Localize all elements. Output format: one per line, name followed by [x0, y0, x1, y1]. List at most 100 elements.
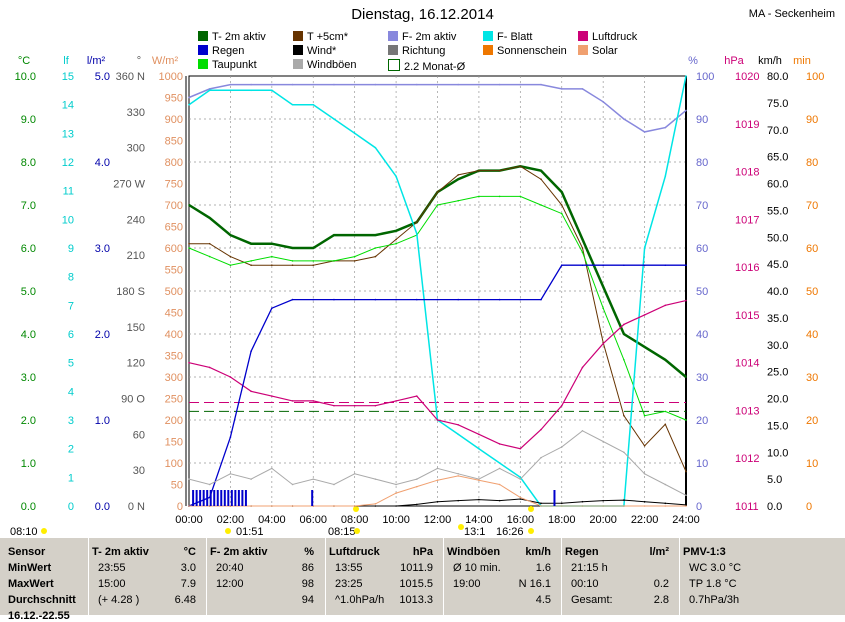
y-tick-label: 20 — [806, 415, 818, 427]
y-tick-label: 100 — [806, 71, 824, 83]
y-tick-label: 450 — [165, 308, 183, 320]
data-point — [498, 462, 501, 464]
y-tick-label: 3.0 — [21, 372, 36, 384]
y-tick-label: 30 — [806, 372, 818, 384]
data-point — [250, 264, 252, 267]
data-point — [333, 404, 335, 407]
data-point — [250, 390, 252, 393]
x-tick-label: 24:00 — [672, 514, 700, 526]
data-point — [436, 204, 439, 206]
data-point — [685, 75, 687, 77]
y-tick-label: 2 — [68, 444, 74, 456]
data-point — [395, 242, 397, 245]
y-tick-label: 7 — [68, 300, 74, 312]
data-point — [271, 255, 273, 258]
stats-column-head: F- 2m aktiv — [210, 546, 268, 558]
marker-label: 16:26 — [496, 526, 524, 538]
y-tick-label: 750 — [165, 179, 183, 191]
rain-bar — [195, 490, 198, 506]
stats-column-unit: km/h — [525, 546, 551, 558]
axis-unit-label: % — [688, 55, 698, 67]
legend-item: Richtung — [388, 45, 445, 57]
y-tick-label: 100 — [696, 71, 714, 83]
legend-swatch — [198, 59, 208, 69]
stats-cell-value: 2.8 — [653, 594, 669, 606]
data-point — [208, 88, 211, 90]
stats-column-divider — [443, 538, 444, 615]
y-tick-label: 9.0 — [21, 114, 36, 126]
data-point — [415, 232, 418, 235]
data-point — [602, 264, 604, 267]
data-point — [229, 83, 232, 86]
marker-label: 08:15 — [328, 526, 356, 538]
y-tick-label: 210 — [127, 250, 145, 262]
data-point — [685, 494, 687, 497]
data-point — [540, 204, 542, 206]
data-point — [374, 505, 377, 507]
y-tick-label: 850 — [165, 136, 183, 148]
sun-marker — [353, 506, 359, 512]
data-point — [353, 404, 356, 407]
data-point — [602, 499, 604, 502]
data-point — [623, 451, 625, 454]
y-tick-label: 60.0 — [767, 179, 788, 191]
stats-column-unit: l/m² — [649, 546, 669, 558]
y-tick-label: 3.0 — [95, 243, 110, 255]
data-point — [374, 503, 377, 505]
data-point — [312, 478, 315, 480]
data-point — [478, 433, 480, 436]
y-tick-label: 1.0 — [21, 458, 36, 470]
data-point — [229, 472, 232, 475]
data-point — [519, 478, 522, 480]
data-point — [478, 479, 480, 482]
data-point — [436, 479, 439, 482]
data-point — [498, 467, 501, 470]
y-tick-label: 6 — [68, 329, 74, 341]
data-point — [643, 314, 646, 316]
data-point — [581, 88, 584, 90]
data-point — [664, 423, 667, 426]
y-tick-label: 5 — [68, 358, 74, 370]
y-tick-label: 90 — [696, 114, 708, 126]
y-tick-label: 4 — [68, 386, 74, 398]
data-point — [312, 83, 315, 86]
data-point — [229, 436, 232, 439]
y-tick-label: 75.0 — [767, 98, 788, 110]
legend-item: Sonnenschein — [483, 45, 567, 57]
data-point — [436, 500, 439, 503]
y-tick-label: 950 — [165, 93, 183, 105]
data-point — [478, 169, 480, 172]
y-tick-label: 4.0 — [21, 329, 36, 341]
data-point — [395, 298, 397, 301]
data-point — [291, 103, 294, 106]
data-point — [312, 260, 315, 262]
data-point — [540, 502, 542, 505]
data-point — [685, 299, 687, 302]
y-tick-label: 0.0 — [95, 501, 110, 513]
y-tick-label: 300 — [165, 372, 183, 384]
legend-item: 2.2 Monat-Ø — [388, 59, 465, 73]
stats-cell-label: 19:00 — [453, 578, 481, 590]
data-point — [540, 298, 542, 301]
stats-cell-label: (+ 4.28 ) — [98, 594, 140, 606]
legend-label: Solar — [592, 45, 618, 57]
y-tick-label: 1016 — [735, 262, 759, 274]
legend-item: F- Blatt — [483, 31, 532, 43]
y-tick-label: 1017 — [735, 214, 759, 226]
y-tick-label: 300 — [127, 143, 145, 155]
data-point — [478, 298, 480, 301]
data-point — [540, 83, 542, 86]
axis-unit-label: hPa — [724, 55, 744, 67]
data-point — [498, 195, 501, 198]
legend-swatch — [198, 45, 208, 55]
y-tick-label: 40.0 — [767, 286, 788, 298]
data-point — [498, 169, 501, 172]
stats-cell-label: 15:00 — [98, 578, 126, 590]
y-tick-label: 600 — [165, 243, 183, 255]
data-point — [643, 247, 646, 249]
y-tick-label: 360 N — [116, 71, 145, 83]
data-point — [519, 496, 522, 499]
data-point — [353, 255, 356, 258]
y-tick-label: 40 — [806, 329, 818, 341]
data-point — [271, 467, 273, 470]
